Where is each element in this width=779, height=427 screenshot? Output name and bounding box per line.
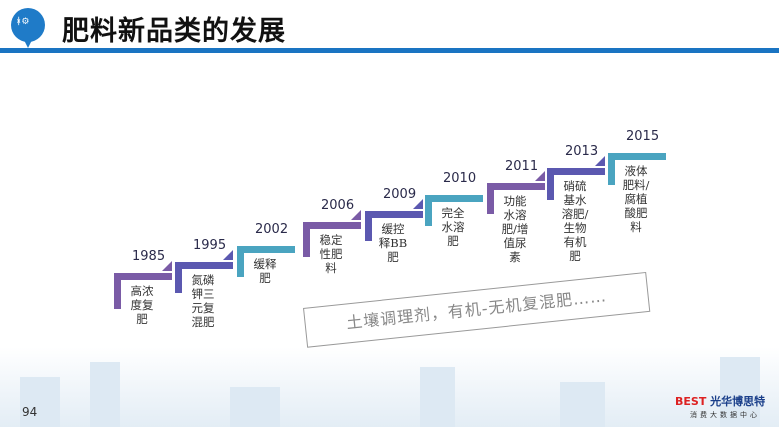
- skyline-building: [230, 387, 280, 427]
- step-bar: [175, 262, 233, 269]
- step-year: 2009: [383, 187, 417, 202]
- brand-name: 光华博思特: [710, 395, 766, 408]
- step-bar: [303, 222, 361, 229]
- step-riser: [237, 246, 244, 277]
- step-riser: [175, 262, 182, 293]
- step-year: 1985: [132, 249, 166, 264]
- step-description: 完全水溶肥: [441, 206, 465, 248]
- step-bar: [608, 153, 666, 160]
- step-arrow: [413, 199, 423, 209]
- step-arrow: [162, 261, 172, 271]
- step-arrow: [223, 250, 233, 260]
- step-year: 2006: [321, 198, 355, 213]
- skyline-building: [720, 357, 760, 427]
- header-divider: [0, 48, 779, 53]
- page-title: 肥料新品类的发展: [62, 16, 286, 47]
- page-number: 94: [22, 405, 38, 419]
- step-arrow: [535, 171, 545, 181]
- step-riser: [425, 195, 432, 226]
- step-year: 2013: [565, 144, 599, 159]
- step-description: 高浓度复肥: [130, 284, 154, 326]
- step-riser: [365, 211, 372, 241]
- step-description: 液体肥料/腐植酸肥料: [622, 164, 650, 234]
- step-year: 1995: [193, 238, 227, 253]
- step-description: 功能水溶肥/增值尿素: [501, 194, 529, 264]
- step-bar: [547, 168, 605, 175]
- skyline-building: [90, 362, 120, 427]
- skyline-building: [420, 367, 455, 427]
- step-bar: [114, 273, 172, 280]
- skyline-building: [560, 382, 605, 427]
- step-riser: [547, 168, 554, 200]
- farm-pin-icon: ᚼ⚙: [16, 17, 30, 27]
- note-box: 土壤调理剂，有机-无机复混肥……: [303, 271, 651, 348]
- step-riser: [487, 183, 494, 214]
- step-bar: [237, 246, 295, 253]
- brand-subtitle: 消费大数据中心: [690, 411, 760, 419]
- brand-logo: BEST 光华博思特: [675, 393, 765, 409]
- step-arrow: [351, 210, 361, 220]
- step-year: 2002: [255, 222, 289, 237]
- background: [0, 347, 779, 427]
- step-description: 稳定性肥料: [319, 233, 343, 275]
- step-bar: [425, 195, 483, 202]
- logo: ᚼ⚙: [11, 8, 45, 48]
- step-year: 2015: [626, 129, 660, 144]
- step-description: 缓释肥: [253, 257, 277, 285]
- step-riser: [114, 273, 121, 309]
- step-year: 2011: [505, 159, 539, 174]
- step-arrow: [595, 156, 605, 166]
- step-year: 2010: [443, 171, 477, 186]
- skyline-building: [20, 377, 60, 427]
- step-description: 硝硫基水溶肥/生物有机肥: [561, 179, 589, 263]
- step-bar: [365, 211, 423, 218]
- step-riser: [608, 153, 615, 185]
- step-description: 缓控释BB肥: [378, 222, 408, 264]
- step-bar: [487, 183, 545, 190]
- brand-mark: BEST: [675, 395, 707, 408]
- step-description: 氮磷钾三元复混肥: [191, 273, 215, 329]
- step-riser: [303, 222, 310, 257]
